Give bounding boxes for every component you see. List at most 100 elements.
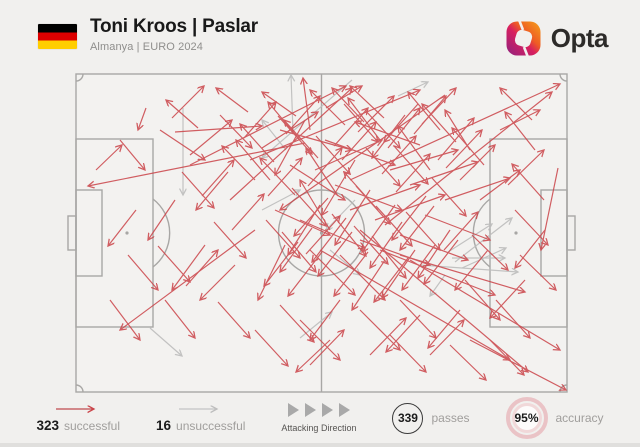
pass-arrow-successful [148, 199, 176, 240]
pass-arrow-successful [541, 167, 559, 250]
pass-arrow-successful [449, 344, 486, 380]
successful-count: 323 [36, 417, 59, 433]
pass-arrow-unsuccessful [447, 224, 492, 253]
title-block: Toni Kroos | Paslar Almanya | EURO 2024 [90, 16, 258, 53]
pass-arrow-successful [219, 114, 252, 148]
pass-arrow-successful [514, 209, 548, 245]
right-goal [566, 215, 576, 251]
pass-arrow-unsuccessful [149, 327, 182, 356]
pass-arrow-successful [348, 98, 381, 141]
pass-arrow-successful [398, 126, 431, 171]
pass-arrow-successful [309, 330, 344, 366]
pass-arrow-successful [277, 115, 312, 154]
pass-arrow-successful [275, 119, 306, 175]
pass-arrow-successful [185, 250, 218, 287]
pass-arrow-successful [362, 204, 396, 252]
pass-arrow-successful [181, 171, 214, 208]
pass-arrow-successful [479, 170, 520, 201]
pitch-spots [125, 231, 518, 235]
header: Toni Kroos | Paslar Almanya | EURO 2024 … [0, 0, 640, 64]
successful-passes-layer [88, 78, 566, 390]
pass-arrow-successful [471, 234, 508, 270]
pass-arrow-successful [172, 244, 206, 290]
pass-arrow-successful [216, 88, 249, 113]
legend: 323 successful 16 unsuccessful Attacking… [0, 397, 640, 439]
pass-arrow-successful [312, 217, 347, 262]
pass-arrow-successful [353, 225, 388, 264]
pass-arrow-unsuccessful [430, 274, 446, 296]
pass-arrow-successful [369, 318, 406, 356]
pass-arrow-successful [229, 88, 352, 201]
pass-arrow-successful [386, 314, 421, 352]
pass-arrow-successful [213, 221, 246, 258]
pass-arrow-successful [371, 235, 406, 278]
unsuccessful-label: unsuccessful [176, 418, 246, 433]
accuracy-value: 95% [511, 403, 542, 433]
pass-arrow-successful [222, 146, 256, 181]
pass-arrow-successful [507, 150, 544, 186]
pass-arrow-successful [399, 254, 525, 292]
legend-attacking-direction: Attacking Direction [281, 403, 356, 433]
pass-arrow-successful [254, 329, 288, 366]
page-subtitle: Almanya | EURO 2024 [90, 41, 203, 53]
pass-arrow-successful [375, 205, 412, 246]
opta-wordmark: Opta [550, 23, 609, 53]
unsuccessful-count: 16 [156, 417, 172, 433]
pass-arrow-successful [324, 139, 395, 165]
pass-arrow-successful [267, 158, 302, 197]
pass-arrow-successful [444, 178, 510, 201]
pass-arrow-successful [505, 112, 536, 151]
pass-arrow-successful [262, 92, 297, 117]
attacking-direction-icon [287, 403, 350, 417]
pass-arrow-successful [431, 177, 466, 216]
pass-arrow-successful [335, 189, 371, 245]
unsuccessful-arrow-icon [178, 404, 225, 414]
legend-successful: 323 successful [36, 404, 120, 433]
pass-arrow-successful [344, 172, 379, 211]
pass-arrow-successful [138, 107, 147, 130]
pass-arrow-successful [243, 102, 276, 139]
pass-arrow-successful [279, 304, 314, 342]
pass-arrow-successful [395, 154, 430, 193]
pass-arrow-successful [343, 103, 378, 142]
corner-arc [559, 73, 568, 82]
accuracy-label: accuracy [555, 411, 604, 425]
pass-arrow-successful [231, 194, 264, 231]
corner-arc [75, 73, 84, 82]
pass-arrow-successful [265, 219, 300, 258]
pass-arrow-successful [499, 110, 540, 131]
pass-arrow-successful [349, 185, 420, 211]
pass-arrow-successful [240, 124, 275, 163]
pass-arrow-successful [310, 299, 341, 340]
pass-arrow-successful [171, 86, 204, 119]
legend-passes: 339 passes [392, 402, 470, 434]
pass-arrow-unsuccessful [291, 75, 293, 133]
pass-arrow-successful [119, 139, 145, 170]
pass-arrow-successful [392, 195, 427, 240]
pass-arrow-successful [217, 301, 250, 338]
pass-arrow-successful [318, 231, 353, 276]
pass-arrow-successful [280, 94, 446, 210]
pass-arrow-successful [189, 86, 346, 166]
passes-label: passes [431, 411, 470, 425]
pass-arrow-successful [289, 164, 345, 200]
pass-arrow-successful [159, 129, 205, 160]
pass-arrow-successful [315, 135, 350, 174]
pass-arrow-successful [339, 254, 385, 300]
pass-arrow-successful [166, 100, 199, 129]
pass-arrow-successful [418, 229, 451, 278]
pass-arrow-successful [459, 145, 495, 181]
pass-arrow-successful [127, 254, 158, 290]
pass-arrow-successful [445, 130, 482, 169]
pass-arrow-successful [402, 244, 436, 290]
pass-arrow-successful [88, 142, 306, 186]
pass-arrow-successful [334, 251, 369, 296]
pass-arrow-successful [384, 103, 419, 142]
pass-arrow-unsuccessful [262, 120, 287, 151]
pass-arrow-successful [294, 197, 329, 236]
pass-arrow-successful [409, 259, 560, 350]
pass-arrow-successful [452, 128, 485, 166]
left-penalty-arc [152, 198, 171, 268]
pass-arrow-successful [299, 219, 365, 248]
pass-arrow-successful [236, 140, 271, 181]
